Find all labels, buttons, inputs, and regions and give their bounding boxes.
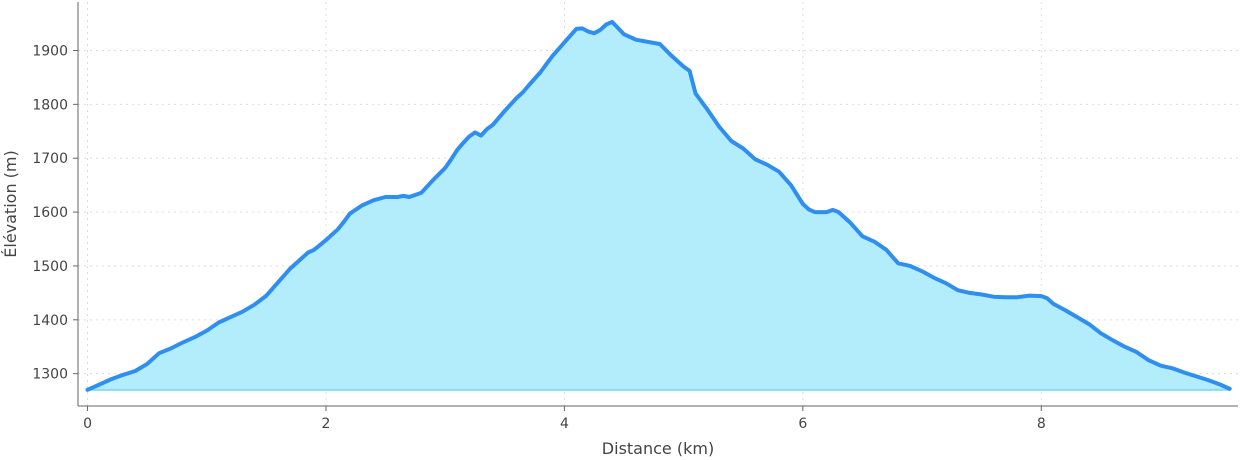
x-tick-label: 6 <box>798 416 807 432</box>
elevation-area-fill <box>87 21 1230 390</box>
x-tick-label: 4 <box>560 416 569 432</box>
y-axis-title: Élévation (m) <box>1 150 20 257</box>
y-tick-label: 1300 <box>32 367 68 383</box>
x-tick-label: 2 <box>322 416 331 432</box>
y-tick-label: 1600 <box>32 205 68 221</box>
x-tick-label: 0 <box>83 416 92 432</box>
x-axis-ticks: 0 2 4 6 8 <box>83 406 1046 432</box>
y-tick-label: 1900 <box>32 43 68 59</box>
x-tick-label: 8 <box>1037 416 1046 432</box>
y-tick-label: 1800 <box>32 97 68 113</box>
y-tick-label: 1400 <box>32 313 68 329</box>
y-tick-label: 1500 <box>32 259 68 275</box>
x-axis-title: Distance (km) <box>602 439 714 458</box>
y-axis-ticks: 1300 1400 1500 1600 1700 1800 1900 <box>32 43 78 383</box>
y-tick-label: 1700 <box>32 151 68 167</box>
elevation-line <box>85 19 1232 392</box>
